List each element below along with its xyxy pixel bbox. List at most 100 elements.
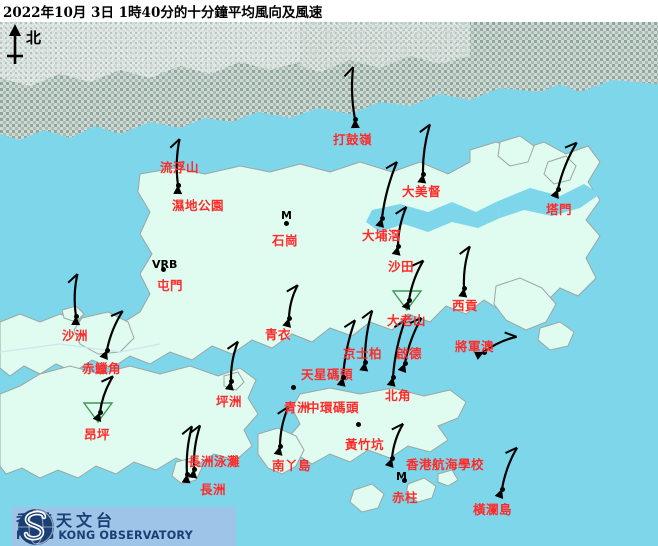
- station-label: 沙田: [388, 259, 415, 274]
- station-dot: [277, 443, 283, 449]
- mainland-terrain-hi2: [300, 22, 470, 72]
- wind-barb: [375, 161, 399, 228]
- station-dot: [160, 266, 166, 272]
- wind-barb: [494, 446, 518, 499]
- station-label: 大老山: [387, 313, 427, 328]
- station-label: 大埔滘: [362, 228, 402, 243]
- station-dot: [352, 116, 358, 122]
- wind-barb: [99, 310, 124, 361]
- wind-barb: [417, 123, 432, 184]
- station-dot: [228, 378, 234, 384]
- station-label: 長洲: [200, 482, 227, 497]
- boundary-line: [0, 343, 161, 353]
- station-label: 香港航海學校: [406, 457, 485, 472]
- sha-chau-islet: [61, 305, 85, 323]
- missing-marker: M: [396, 470, 407, 483]
- station-label: 中環碼頭: [307, 400, 360, 415]
- station-dot: [362, 359, 368, 365]
- station-label: 橫瀾島: [473, 502, 513, 517]
- station-label: 黃竹坑: [345, 437, 385, 452]
- station-label: 赤柱: [392, 490, 419, 505]
- station-dot: [73, 313, 79, 319]
- station-dot: [175, 182, 181, 188]
- station-dot: [290, 384, 296, 390]
- north-label: 北: [26, 29, 42, 47]
- lantau-island: [0, 365, 259, 479]
- wind-barb: [67, 273, 81, 326]
- station-dot: [461, 285, 467, 291]
- tap-mun-island: [543, 155, 577, 185]
- station-dot: [283, 220, 289, 226]
- station-label: 坪洲: [216, 394, 243, 409]
- station-label: 啟德: [396, 346, 423, 361]
- north-east-island: [497, 135, 535, 167]
- station-dot: [286, 315, 292, 321]
- station-dot: [379, 215, 385, 221]
- station-dot: [191, 466, 197, 472]
- station-dot: [390, 374, 396, 380]
- north-arrow-icon: [7, 24, 23, 64]
- sai-kung-islands: [493, 277, 557, 331]
- southern-islets: [349, 483, 385, 513]
- station-label: 北角: [385, 388, 412, 403]
- wind-barb: [359, 309, 374, 372]
- station-label: 西貢: [452, 298, 479, 313]
- station-dot: [340, 374, 346, 380]
- wind-barb: [343, 66, 360, 129]
- hko-logo-english: HONG KONG OBSERVATORY: [16, 529, 193, 543]
- wind-barb: [169, 138, 183, 195]
- wind-barb: [384, 422, 405, 468]
- missing-marker: M: [281, 209, 292, 222]
- station-label: 大美督: [402, 184, 442, 199]
- calm-triangle-marker: [391, 290, 423, 312]
- wind-barb: [391, 206, 408, 256]
- wind-barb: [181, 425, 194, 484]
- station-label: 昂坪: [84, 427, 111, 442]
- station-dot: [389, 455, 395, 461]
- shenzhen-bay-water: [140, 140, 330, 168]
- station-dot: [481, 349, 487, 355]
- hko-emblem-icon: [18, 509, 54, 545]
- station-label: 屯門: [157, 278, 184, 293]
- mainland-terrain-hi: [0, 22, 300, 86]
- station-label: 塔門: [546, 202, 573, 217]
- station-label: 青衣: [265, 327, 292, 342]
- wind-barb: [282, 284, 299, 328]
- station-label: 天星碼頭: [301, 367, 354, 382]
- station-dot: [499, 486, 505, 492]
- station-label: 石崗: [272, 233, 299, 248]
- station-dot: [406, 297, 412, 303]
- station-dot: [104, 347, 110, 353]
- new-territories-land: [0, 141, 601, 377]
- po-toi-islands: [405, 477, 437, 503]
- station-dot: [184, 471, 190, 477]
- station-dot: [355, 421, 361, 427]
- station-dot: [401, 477, 407, 483]
- calm-triangle-marker: [82, 402, 114, 424]
- station-label: 將軍澳: [455, 339, 495, 354]
- station-label: 沙洲: [62, 328, 89, 343]
- small-islet-a: [437, 469, 459, 487]
- title-bar: 2022年10月 3日 1時40分的十分鐘平均風向及風速: [0, 0, 658, 22]
- variable-wind-marker: VRB: [152, 258, 178, 271]
- wind-barb-layer: [67, 66, 578, 499]
- east-island-a: [537, 321, 575, 351]
- page-title: 2022年10月 3日 1時40分的十分鐘平均風向及風速: [3, 5, 323, 21]
- wind-barb: [550, 141, 578, 200]
- station-dot: [395, 243, 401, 249]
- station-label: 長洲泳灘: [188, 454, 241, 469]
- station-label: 濕地公園: [172, 198, 225, 213]
- station-dot: [97, 409, 103, 415]
- tolo-channel: [496, 184, 600, 218]
- station-label: 青洲: [284, 400, 311, 415]
- wind-barb: [458, 245, 471, 298]
- station-dot: [555, 186, 561, 192]
- hko-logo: 香港天文台 HONG KONG OBSERVATORY: [12, 507, 236, 546]
- station-label: 流浮山: [160, 160, 200, 175]
- station-dot: [420, 171, 426, 177]
- station-dot: [402, 360, 408, 366]
- station-label: 赤鱲角: [82, 361, 122, 376]
- map-canvas: 北 流浮山濕地公園 打鼓嶺大美督塔門大埔滘沙田 M 石崗 VRB 屯門西貢大老山將軍澳 青衣…: [0, 22, 658, 546]
- station-label: 打鼓嶺: [333, 132, 373, 147]
